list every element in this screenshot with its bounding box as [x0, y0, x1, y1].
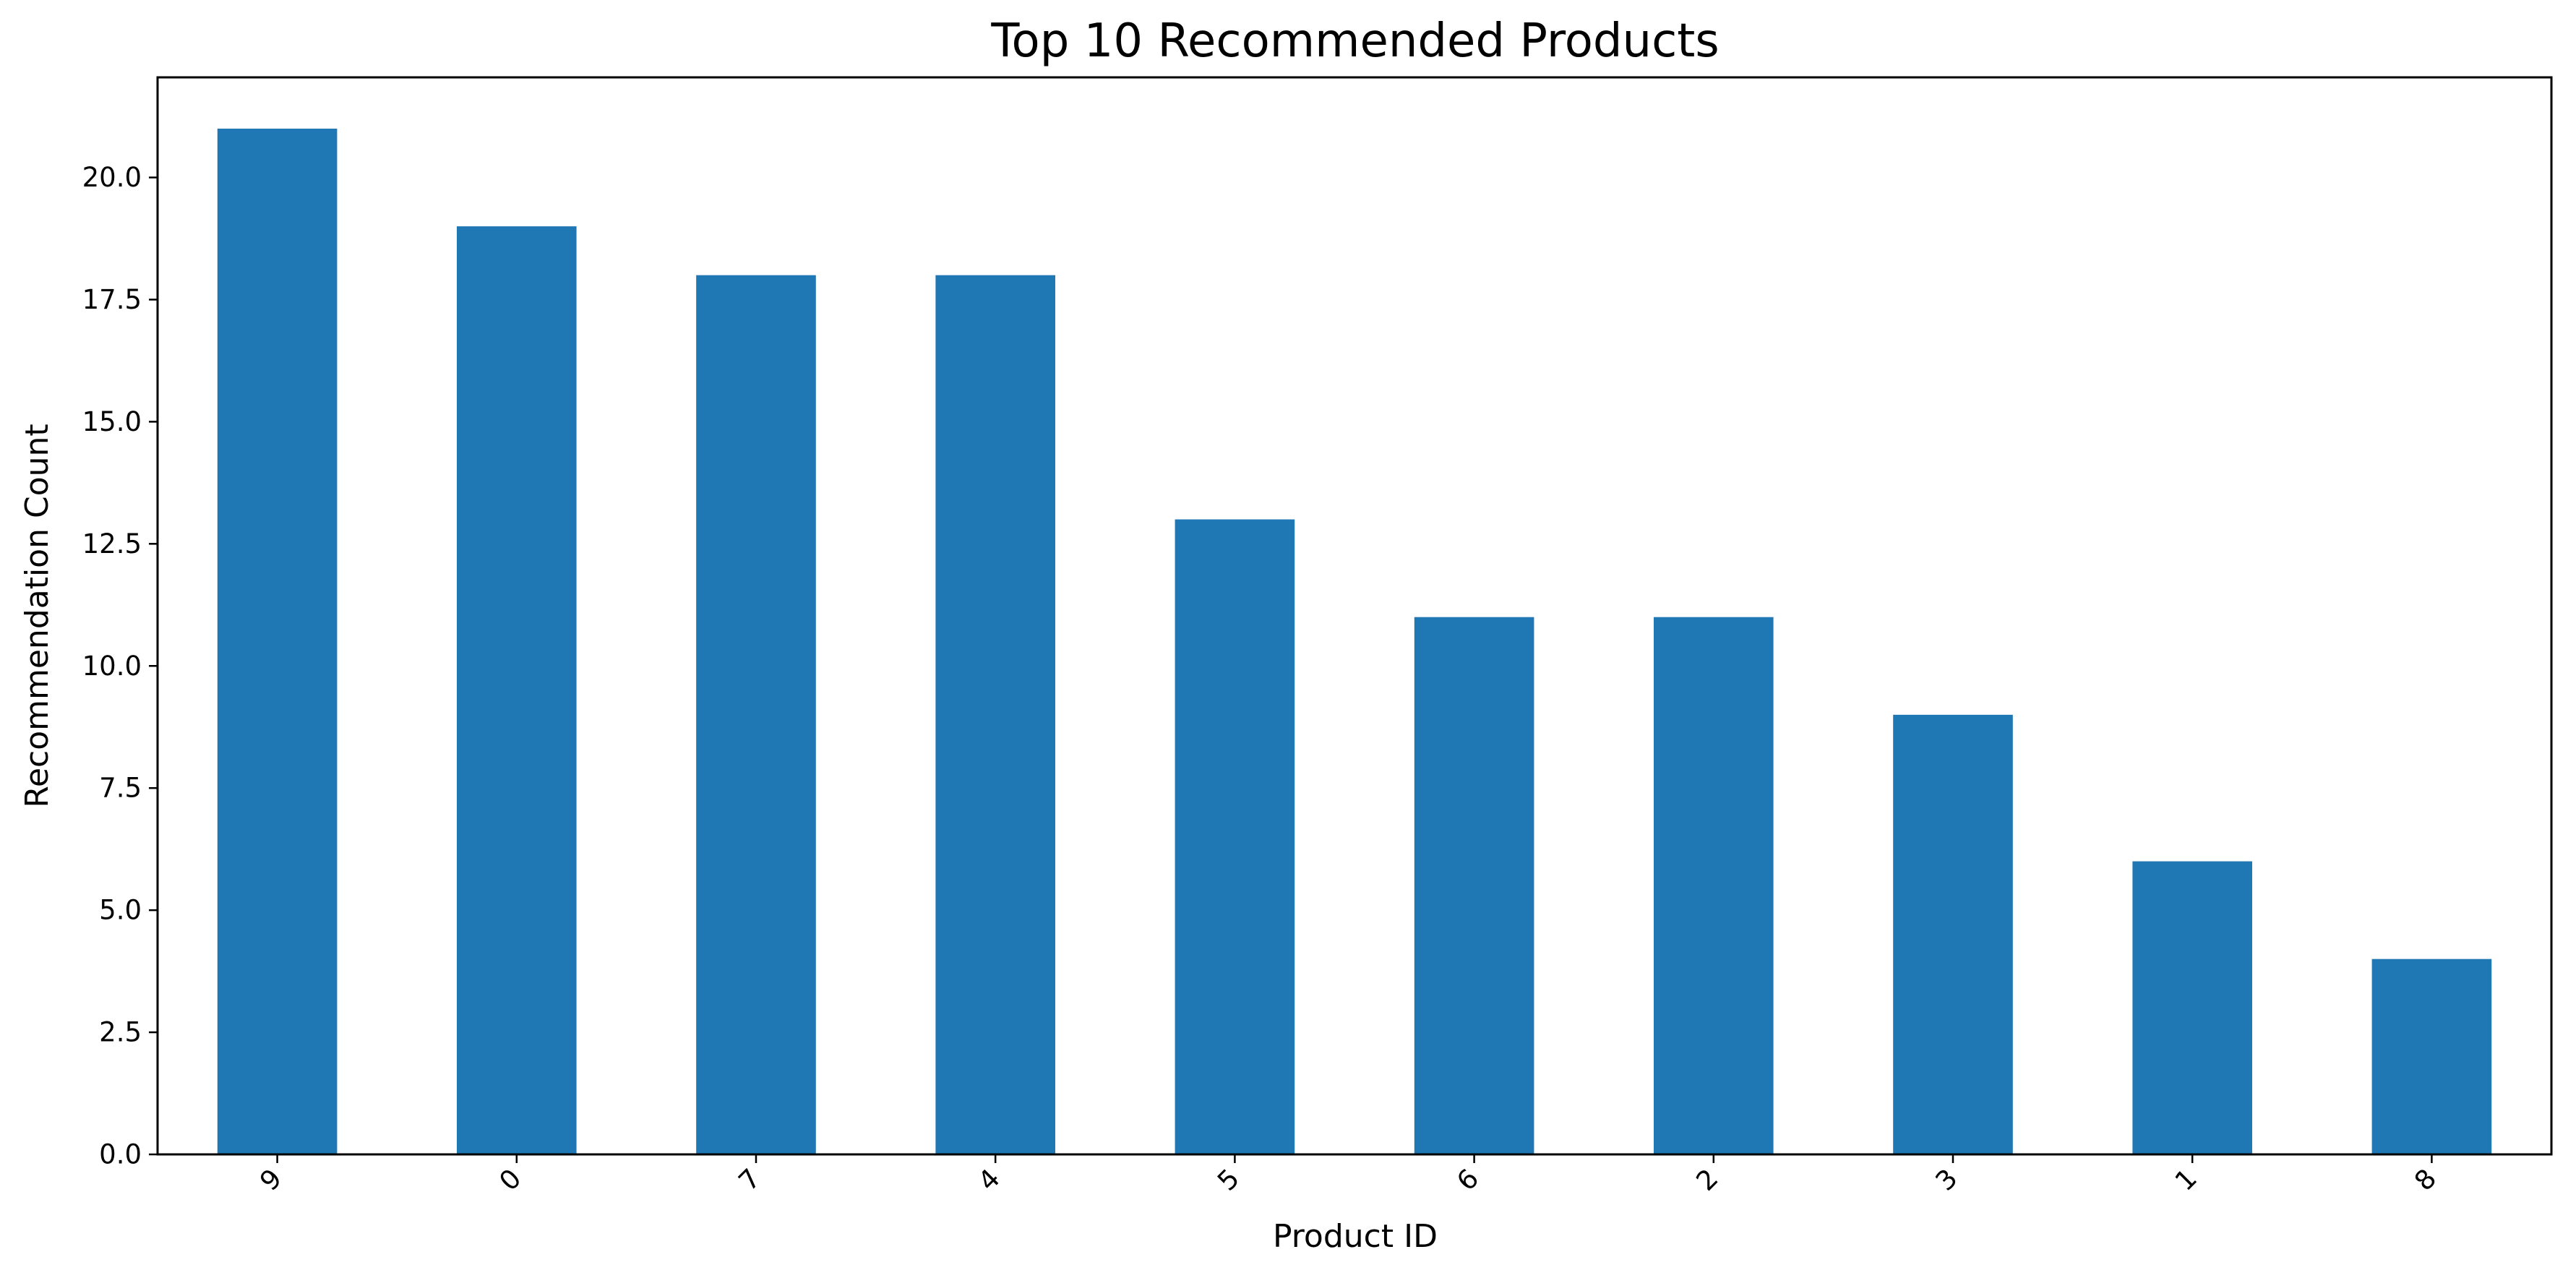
- y-tick-label: 15.0: [82, 406, 142, 437]
- y-axis-label: Recommendation Count: [19, 424, 56, 807]
- bar-product-8: [2371, 958, 2492, 1154]
- y-tick-label: 17.5: [82, 284, 142, 315]
- bar-product-0: [457, 226, 577, 1155]
- bar-product-2: [1654, 617, 1774, 1154]
- x-axis-label: Product ID: [1273, 1218, 1438, 1255]
- bar-product-3: [1893, 714, 2013, 1154]
- y-tick-label: 20.0: [82, 162, 142, 193]
- y-axis-ticks: 0.0 2.5 5.0 7.5 10.0 12.5 15.0 17.5 20.0: [82, 162, 158, 1170]
- y-tick-label: 12.5: [82, 528, 142, 559]
- y-tick-label: 5.0: [99, 895, 142, 926]
- y-tick-label: 0.0: [99, 1139, 142, 1170]
- chart-title: Top 10 Recommended Products: [990, 14, 1719, 68]
- bar-product-1: [2132, 861, 2252, 1154]
- bar-product-6: [1414, 617, 1534, 1154]
- y-tick-label: 7.5: [99, 773, 142, 804]
- bar-product-7: [696, 275, 816, 1154]
- plot-frame: [156, 76, 2553, 1156]
- bar-product-5: [1175, 519, 1295, 1154]
- bar-product-9: [217, 128, 338, 1154]
- bar-product-4: [935, 275, 1055, 1154]
- y-tick-label: 10.0: [82, 651, 142, 682]
- bars-layer: [217, 128, 2492, 1155]
- y-tick-label: 2.5: [99, 1017, 142, 1048]
